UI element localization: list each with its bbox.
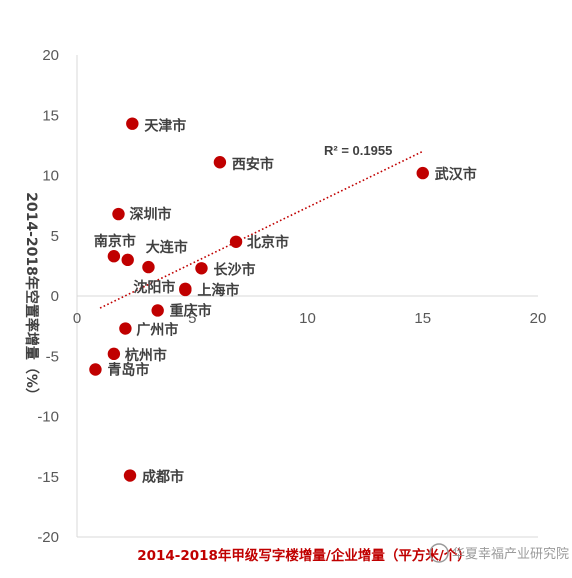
r2-label: R² = 0.1955 <box>324 143 392 158</box>
y-tick-label: 20 <box>42 47 59 64</box>
watermark: 华夏幸福产业研究院 <box>429 543 569 563</box>
data-point <box>151 304 164 317</box>
x-axis-label: 2014-2018年甲级写字楼增量/企业增量（平方米/个） <box>137 547 471 564</box>
data-point <box>112 207 125 221</box>
axes: -20 -15 -10 -5 0 5 10 15 20 0 5 10 15 20 <box>37 47 546 546</box>
watermark-logo-icon <box>429 543 449 563</box>
data-point <box>123 469 137 482</box>
data-point <box>107 347 121 361</box>
x-tick-label: 15 <box>414 310 431 327</box>
y-axis-label: 2014-2018年空置率增量（%） <box>23 192 40 402</box>
data-label: 长沙市 <box>213 261 255 278</box>
data-label: 西安市 <box>232 156 274 173</box>
data-point <box>416 166 429 180</box>
data-label: 深圳市 <box>129 206 171 223</box>
data-label: 北京市 <box>247 234 289 251</box>
data-label: 上海市 <box>197 282 239 299</box>
data-point <box>179 283 192 297</box>
data-point <box>126 117 139 130</box>
data-label: 成都市 <box>142 469 184 486</box>
data-point <box>229 235 243 248</box>
data-point <box>107 250 121 263</box>
data-label: 沈阳市 <box>133 279 175 296</box>
y-tick-label: 0 <box>51 288 59 305</box>
x-tick-label: 0 <box>73 310 81 327</box>
data-point <box>119 322 132 335</box>
x-tick-label: 20 <box>530 310 547 327</box>
y-tick-label: -5 <box>46 348 59 365</box>
data-label: 大连市 <box>146 239 188 256</box>
data-label: 广州市 <box>136 322 178 339</box>
data-point <box>213 156 227 169</box>
x-tick-label: 10 <box>299 310 316 327</box>
watermark-text: 华夏幸福产业研究院 <box>452 547 569 562</box>
data-point <box>121 253 134 267</box>
y-tick-label: 10 <box>42 168 59 185</box>
y-tick-label: 5 <box>51 228 59 245</box>
x-tick-label: 5 <box>188 310 196 327</box>
y-tick-label: 15 <box>42 107 59 124</box>
y-tick-label: -20 <box>37 529 59 546</box>
data-label: 重庆市 <box>170 302 212 319</box>
data-label: 青岛市 <box>107 362 149 379</box>
data-point <box>195 262 208 275</box>
data-label: 南京市 <box>94 233 136 250</box>
y-tick-label: -15 <box>37 469 59 486</box>
data-point <box>89 363 102 376</box>
y-tick-label: -10 <box>37 409 59 426</box>
data-label: 武汉市 <box>435 166 477 183</box>
data-point <box>142 260 155 274</box>
data-label: 杭州市 <box>125 347 167 364</box>
data-label: 天津市 <box>144 118 186 135</box>
